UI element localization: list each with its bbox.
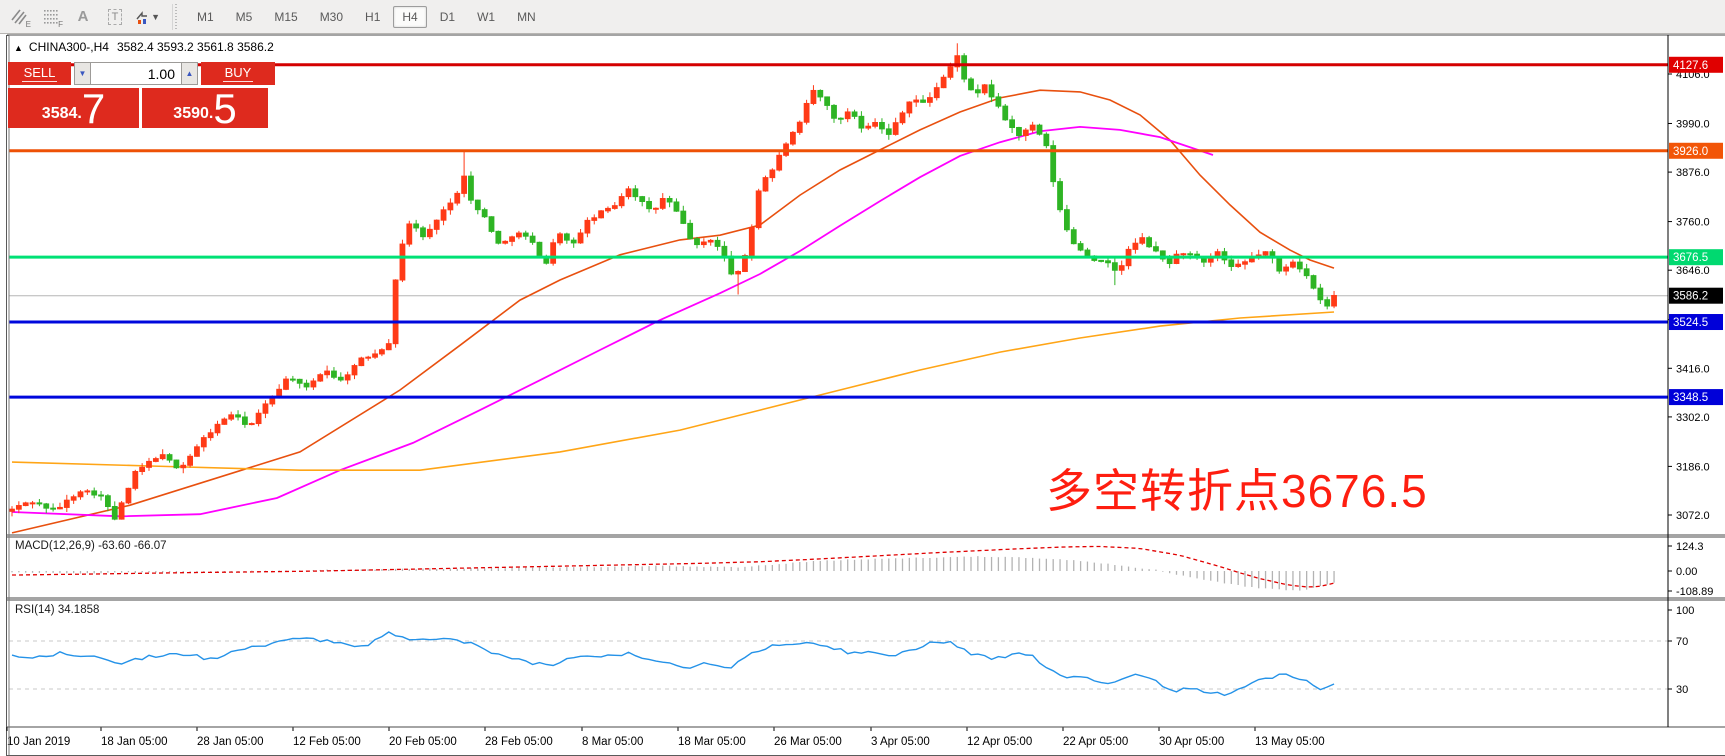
timeframe-button-h4[interactable]: H4 xyxy=(393,5,427,28)
sell-price-big-digit: 7 xyxy=(81,84,106,132)
macd-indicator-label: MACD(12,26,9) -63.60 -66.07 xyxy=(15,540,167,552)
hatch-pattern-e-icon[interactable]: E xyxy=(6,5,32,29)
svg-text:4127.6: 4127.6 xyxy=(1673,60,1708,72)
buy-button[interactable]: BUY xyxy=(201,62,275,85)
svg-text:13 May 05:00: 13 May 05:00 xyxy=(1255,736,1325,748)
svg-text:70: 70 xyxy=(1676,636,1688,648)
timeframe-button-m5[interactable]: M5 xyxy=(235,9,253,24)
svg-text:124.3: 124.3 xyxy=(1676,541,1704,553)
moving-average-ma-mid xyxy=(11,125,1214,518)
svg-text:28 Feb 05:00: 28 Feb 05:00 xyxy=(485,736,553,748)
svg-text:22 Apr 05:00: 22 Apr 05:00 xyxy=(1063,736,1128,748)
macd-pane: 124.3 0.00 -108.89 xyxy=(11,541,1713,598)
symbol-title: ▲ CHINA300-,H4 3582.4 3593.2 3561.8 3586.2 xyxy=(14,40,274,54)
price-axis-ticks: 4106.03990.03876.03760.03646.03530.03416… xyxy=(1668,69,1710,522)
svg-text:3586.2: 3586.2 xyxy=(1673,291,1708,303)
svg-text:26 Mar 05:00: 26 Mar 05:00 xyxy=(774,736,842,748)
timeframe-bar: M1 M5 M15 M30 H1 H4 D1 W1 MN xyxy=(186,5,547,28)
sell-price-small-digits: 3584 xyxy=(41,105,78,122)
svg-text:8 Mar 05:00: 8 Mar 05:00 xyxy=(582,736,643,748)
timeframe-button-m1[interactable]: M1 xyxy=(197,9,214,24)
buy-price-button[interactable]: 3590. 5 xyxy=(142,84,268,132)
text-label-icon[interactable]: A xyxy=(77,8,89,25)
sell-price-button[interactable]: 3584. 7 xyxy=(8,84,139,132)
toolbar: E F A T ▼ M1 M5 M15 M30 H1 H4 D1 W1 MN xyxy=(0,0,1725,34)
svg-text:0.00: 0.00 xyxy=(1676,566,1697,578)
toolbar-separator xyxy=(172,3,178,30)
timeframe-button-d1[interactable]: D1 xyxy=(439,9,456,24)
buy-price-big-digit: 5 xyxy=(213,84,237,132)
text-box-icon[interactable]: T xyxy=(102,5,128,29)
svg-text:3646.0: 3646.0 xyxy=(1676,265,1710,277)
buy-price-small-digits: 3590 xyxy=(173,105,209,122)
volume-input[interactable] xyxy=(91,62,181,85)
svg-text:3990.0: 3990.0 xyxy=(1676,118,1710,130)
timeframe-button-m15[interactable]: M15 xyxy=(274,9,298,24)
svg-text:12 Feb 05:00: 12 Feb 05:00 xyxy=(293,736,361,748)
svg-text:30: 30 xyxy=(1676,684,1688,696)
svg-text:18 Jan 05:00: 18 Jan 05:00 xyxy=(101,736,168,748)
dot-pattern-f-icon[interactable]: F xyxy=(38,5,64,29)
candle-style-dropdown-icon[interactable]: ▼ xyxy=(134,5,160,29)
svg-text:3186.0: 3186.0 xyxy=(1676,461,1710,473)
svg-text:3760.0: 3760.0 xyxy=(1676,217,1710,229)
spin-up-icon: ▲ xyxy=(185,69,194,78)
ohlc-values: 3582.4 3593.2 3561.8 3586.2 xyxy=(116,40,274,54)
svg-text:3524.5: 3524.5 xyxy=(1673,317,1708,329)
svg-text:28 Jan 05:00: 28 Jan 05:00 xyxy=(197,736,264,748)
time-axis[interactable]: 10 Jan 2019 18 Jan 05:00 28 Jan 05:00 12 Fe… xyxy=(6,727,1325,748)
symbol-name: CHINA300-,H4 xyxy=(28,40,109,54)
svg-text:3 Apr 05:00: 3 Apr 05:00 xyxy=(871,736,930,748)
svg-text:18 Mar 05:00: 18 Mar 05:00 xyxy=(678,736,746,748)
timeframe-button-h1[interactable]: H1 xyxy=(365,9,381,24)
moving-average-ma-slow xyxy=(11,311,1335,472)
svg-text:3072.0: 3072.0 xyxy=(1676,510,1710,522)
svg-text:20 Feb 05:00: 20 Feb 05:00 xyxy=(389,736,457,748)
svg-text:10 Jan 2019: 10 Jan 2019 xyxy=(7,736,70,748)
timeframe-button-mn[interactable]: MN xyxy=(517,9,536,24)
one-click-trade-panel: SELL ▼ ▲ BUY 3584.7 3590.5 xyxy=(8,62,298,132)
svg-text:100: 100 xyxy=(1676,605,1694,617)
buy-button-label: BUY xyxy=(222,65,254,82)
rsi-pane: 100 70 30 xyxy=(9,605,1694,697)
volume-decrease-button[interactable]: ▼ xyxy=(74,62,91,85)
svg-text:30 Apr 05:00: 30 Apr 05:00 xyxy=(1159,736,1224,748)
sell-button-label: SELL xyxy=(21,65,58,82)
svg-text:3876.0: 3876.0 xyxy=(1676,167,1710,179)
svg-text:12 Apr 05:00: 12 Apr 05:00 xyxy=(967,736,1032,748)
svg-text:-108.89: -108.89 xyxy=(1676,586,1713,598)
svg-text:3676.5: 3676.5 xyxy=(1673,252,1708,264)
annotation-text: 多空转折点3676.5 xyxy=(1046,465,1428,517)
svg-text:3926.0: 3926.0 xyxy=(1673,146,1708,158)
volume-increase-button[interactable]: ▲ xyxy=(181,62,198,85)
svg-text:3302.0: 3302.0 xyxy=(1676,412,1710,424)
spin-down-icon: ▼ xyxy=(78,69,87,78)
rsi-indicator-label: RSI(14) 34.1858 xyxy=(15,604,100,616)
toolbar-icons: E F A T ▼ xyxy=(0,5,160,29)
timeframe-button-w1[interactable]: W1 xyxy=(477,9,496,24)
svg-text:3348.5: 3348.5 xyxy=(1673,392,1708,404)
svg-text:3416.0: 3416.0 xyxy=(1676,363,1710,375)
timeframe-button-m30[interactable]: M30 xyxy=(319,9,344,24)
collapse-triangle-icon[interactable]: ▲ xyxy=(14,43,23,53)
sell-button[interactable]: SELL xyxy=(8,62,71,85)
